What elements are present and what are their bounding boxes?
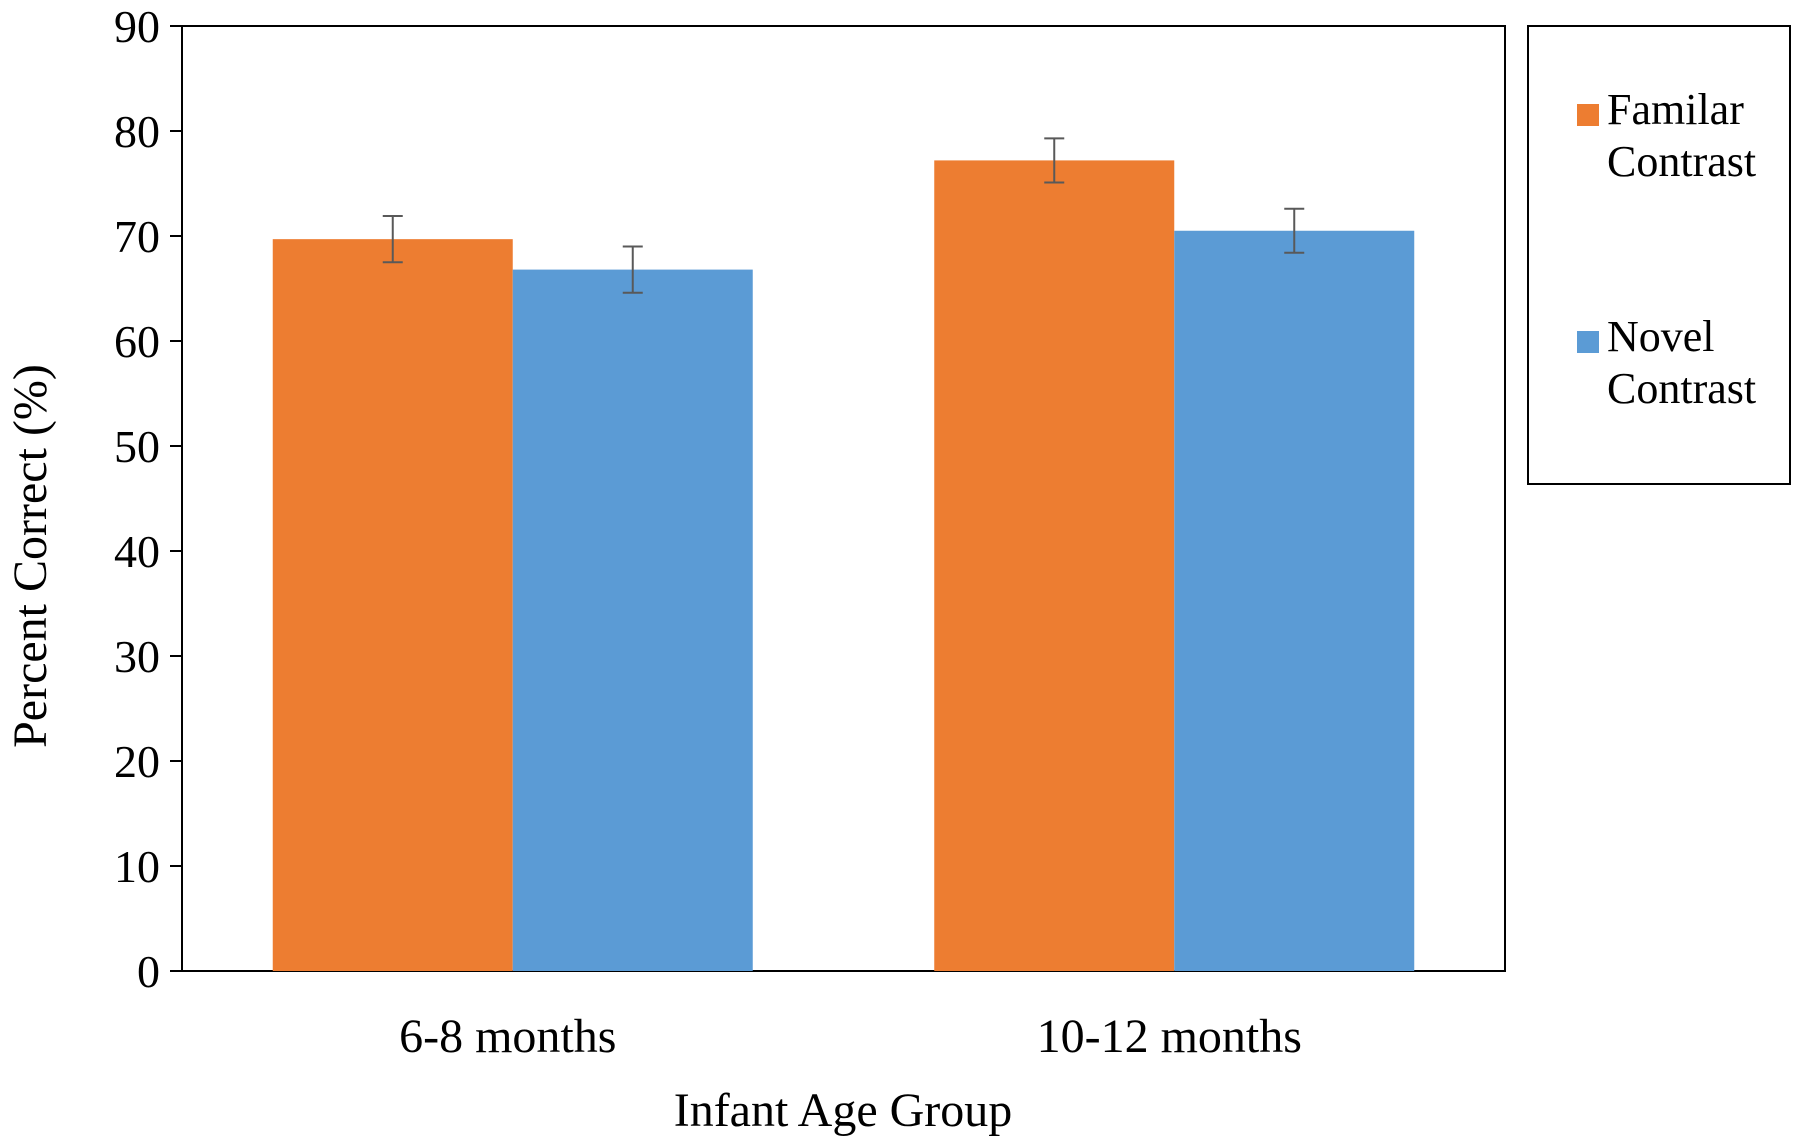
y-tick-label: 20: [114, 736, 160, 787]
bars: [272, 160, 1415, 972]
legend-label: Contrast: [1607, 364, 1756, 413]
y-tick-label: 90: [114, 1, 160, 52]
y-tick-label: 70: [114, 211, 160, 262]
y-tick-label: 0: [137, 946, 160, 997]
bar-novel-0: [512, 269, 753, 972]
x-category-label: 10-12 months: [1037, 1010, 1302, 1063]
x-category-label: 6-8 months: [399, 1010, 616, 1063]
y-tick-label: 30: [114, 631, 160, 682]
legend-swatch-familiar: [1577, 104, 1599, 126]
legend-swatch-novel: [1577, 331, 1599, 353]
bar-familiar-1: [934, 160, 1175, 971]
legend-label: Contrast: [1607, 137, 1756, 186]
y-tick-label: 60: [114, 316, 160, 367]
y-tick-label: 80: [114, 106, 160, 157]
error-bars: [382, 137, 1305, 294]
y-axis: 0 10 20 30 40 50 60 70 80 90: [114, 1, 182, 997]
y-axis-title: Percent Correct (%): [4, 364, 57, 748]
x-axis-title: Infant Age Group: [674, 1084, 1013, 1137]
y-tick-label: 50: [114, 421, 160, 472]
legend-label: Novel: [1607, 312, 1715, 361]
plot-area-frame: [181, 25, 1506, 972]
bar-familiar-0: [272, 239, 513, 971]
legend-label: Familar: [1607, 85, 1744, 134]
y-tick-label: 10: [114, 841, 160, 892]
y-tick-label: 40: [114, 526, 160, 577]
x-axis: 6-8 months 10-12 months: [399, 1010, 1302, 1063]
legend-frame: [1527, 25, 1791, 485]
bar-novel-1: [1174, 230, 1415, 971]
